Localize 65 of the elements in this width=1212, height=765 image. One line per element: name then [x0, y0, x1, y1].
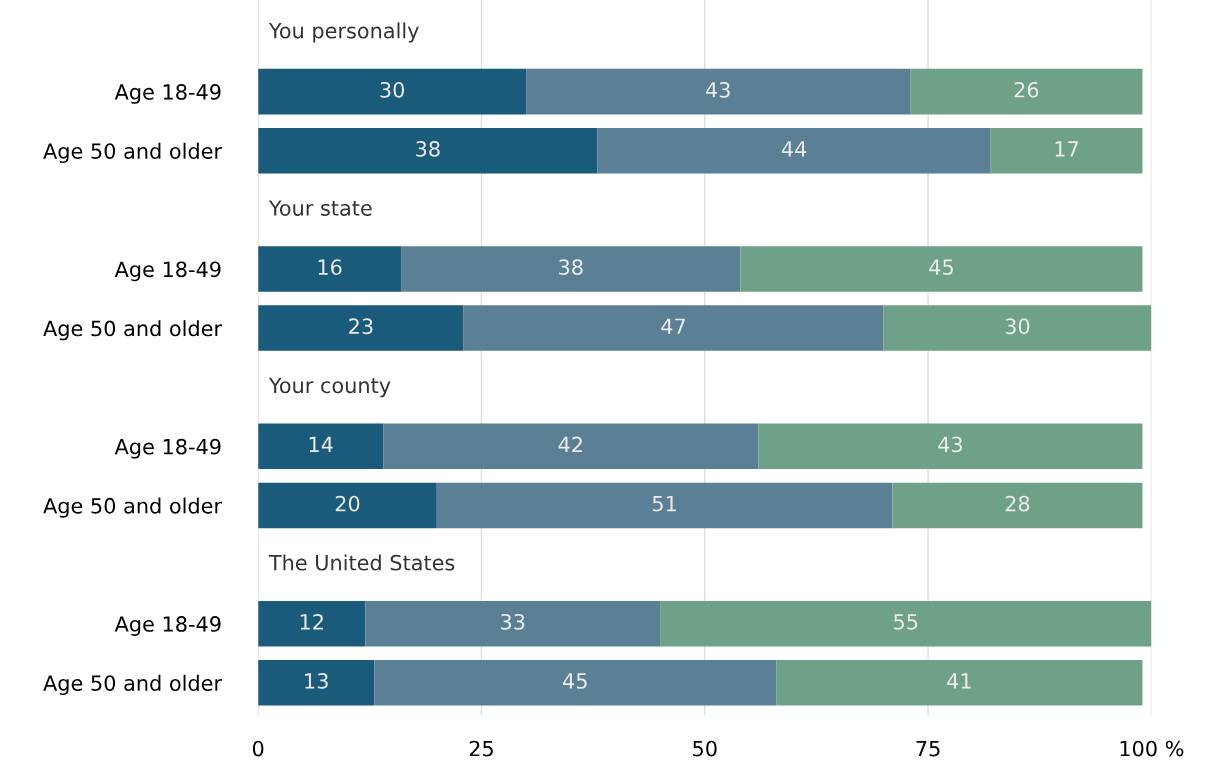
- data-label: 42: [558, 436, 582, 453]
- y-tick-label: Age 50 and older: [43, 142, 223, 163]
- x-tick-label: 75: [916, 740, 940, 757]
- bar: [258, 423, 384, 470]
- bar: [258, 482, 437, 529]
- y-tick-label: Age 50 and older: [43, 497, 223, 518]
- y-tick-label: Age 18-49: [114, 438, 221, 459]
- data-label: 30: [380, 81, 405, 98]
- data-label: 17: [1055, 141, 1079, 157]
- y-tick-label: Age 18-49: [114, 261, 221, 282]
- bar: [910, 68, 1143, 115]
- bar: [740, 246, 1143, 292]
- bar: [258, 660, 375, 706]
- bar: [463, 305, 884, 351]
- bar: [365, 600, 661, 647]
- annotation: Your state: [268, 200, 372, 216]
- bar: [258, 246, 402, 292]
- y-tick-label: Age 18-49: [114, 616, 221, 636]
- bar: [401, 246, 741, 292]
- data-label: 51: [652, 495, 676, 512]
- data-label: 43: [705, 81, 730, 98]
- bar: [258, 127, 598, 174]
- annotation: You personally: [268, 22, 419, 43]
- bar: [660, 600, 1152, 647]
- x-tick-label: 0: [252, 740, 264, 757]
- data-label: 28: [1005, 495, 1030, 512]
- x-tick-label: 25: [469, 740, 493, 757]
- data-label: 41: [947, 673, 971, 689]
- data-label: 38: [416, 141, 440, 157]
- y-tick-label: Age 50 and older: [43, 320, 223, 341]
- bar: [526, 68, 911, 115]
- bar: [776, 660, 1143, 706]
- data-label: 23: [349, 318, 373, 335]
- annotation: Your county: [268, 377, 391, 398]
- bar: [990, 127, 1143, 174]
- data-label: 13: [305, 673, 328, 689]
- bar: [258, 600, 366, 647]
- x-tick-label: 100 %: [1120, 740, 1184, 757]
- bar: [758, 423, 1143, 470]
- data-label: 30: [1005, 318, 1030, 335]
- y-tick-label: Age 50 and older: [43, 674, 223, 696]
- data-label: 43: [938, 436, 963, 453]
- data-label: 47: [661, 318, 685, 334]
- data-label: 38: [559, 259, 583, 276]
- data-label: 20: [335, 495, 360, 512]
- data-label: 55: [894, 614, 918, 630]
- data-label: 33: [501, 613, 525, 630]
- data-label: 26: [1014, 81, 1039, 98]
- data-label: 45: [929, 259, 953, 276]
- bar: [258, 305, 464, 351]
- bar: [374, 660, 777, 706]
- data-label: 44: [781, 141, 807, 157]
- bar: [597, 127, 991, 174]
- data-label: 14: [309, 436, 333, 453]
- y-tick-label: Age 18-49: [114, 84, 221, 104]
- data-label: 12: [300, 613, 323, 630]
- bar: [883, 305, 1152, 351]
- data-label: 45: [563, 673, 587, 689]
- x-tick-label: 50: [693, 740, 717, 757]
- bar: [436, 482, 893, 529]
- bar: [892, 482, 1143, 529]
- data-label: 16: [318, 259, 342, 276]
- bar: [383, 423, 759, 470]
- bar: [258, 68, 527, 115]
- annotation: The United States: [268, 554, 455, 571]
